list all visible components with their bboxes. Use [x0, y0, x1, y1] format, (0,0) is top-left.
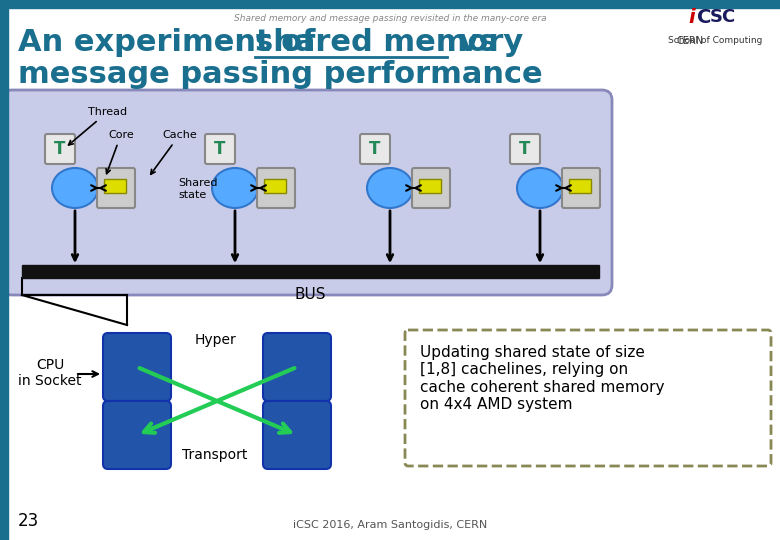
Text: Updating shared state of size
[1,8] cachelines, relying on
cache coherent shared: Updating shared state of size [1,8] cach… [420, 345, 665, 412]
Text: Shared
state: Shared state [178, 178, 218, 200]
Text: Transport: Transport [183, 448, 248, 462]
FancyBboxPatch shape [103, 401, 171, 469]
Text: CERN: CERN [676, 36, 704, 46]
FancyBboxPatch shape [45, 134, 75, 164]
Text: shared memory: shared memory [255, 28, 523, 57]
Bar [264, 179, 286, 193]
Ellipse shape [367, 168, 413, 208]
FancyBboxPatch shape [360, 134, 390, 164]
Ellipse shape [212, 168, 258, 208]
Ellipse shape [517, 168, 563, 208]
Text: T: T [55, 140, 66, 158]
FancyBboxPatch shape [205, 134, 235, 164]
FancyBboxPatch shape [97, 168, 135, 208]
Bar [569, 179, 591, 193]
Text: CPU
in Socket: CPU in Socket [18, 358, 82, 388]
FancyBboxPatch shape [263, 401, 331, 469]
Bar [104, 179, 126, 193]
FancyBboxPatch shape [257, 168, 295, 208]
Text: C: C [697, 8, 711, 27]
FancyBboxPatch shape [510, 134, 540, 164]
Text: T: T [215, 140, 225, 158]
Text: vs: vs [448, 28, 497, 57]
FancyBboxPatch shape [2, 90, 612, 295]
FancyBboxPatch shape [562, 168, 600, 208]
Bar [22, 265, 599, 278]
Text: T: T [369, 140, 381, 158]
Text: An experiment of: An experiment of [18, 28, 326, 57]
FancyBboxPatch shape [103, 333, 171, 401]
Text: iCSC 2016, Aram Santogidis, CERN: iCSC 2016, Aram Santogidis, CERN [292, 520, 488, 530]
Text: SC: SC [710, 8, 736, 26]
Text: Core: Core [106, 130, 133, 174]
Text: T: T [519, 140, 530, 158]
Text: Shared memory and message passing revisited in the many-core era: Shared memory and message passing revisi… [234, 14, 546, 23]
Bar [0, 0, 8, 540]
Text: 23: 23 [18, 512, 39, 530]
FancyBboxPatch shape [412, 168, 450, 208]
Text: School of Computing: School of Computing [668, 36, 762, 45]
FancyBboxPatch shape [405, 330, 771, 466]
Bar [0, 0, 780, 8]
Ellipse shape [52, 168, 98, 208]
Text: message passing performance: message passing performance [18, 60, 543, 89]
Text: BUS: BUS [294, 287, 326, 302]
Text: i: i [688, 8, 695, 27]
FancyBboxPatch shape [263, 333, 331, 401]
Bar [419, 179, 441, 193]
Text: Hyper: Hyper [194, 333, 236, 347]
Text: Thread: Thread [69, 107, 127, 145]
Text: Cache: Cache [151, 130, 197, 174]
